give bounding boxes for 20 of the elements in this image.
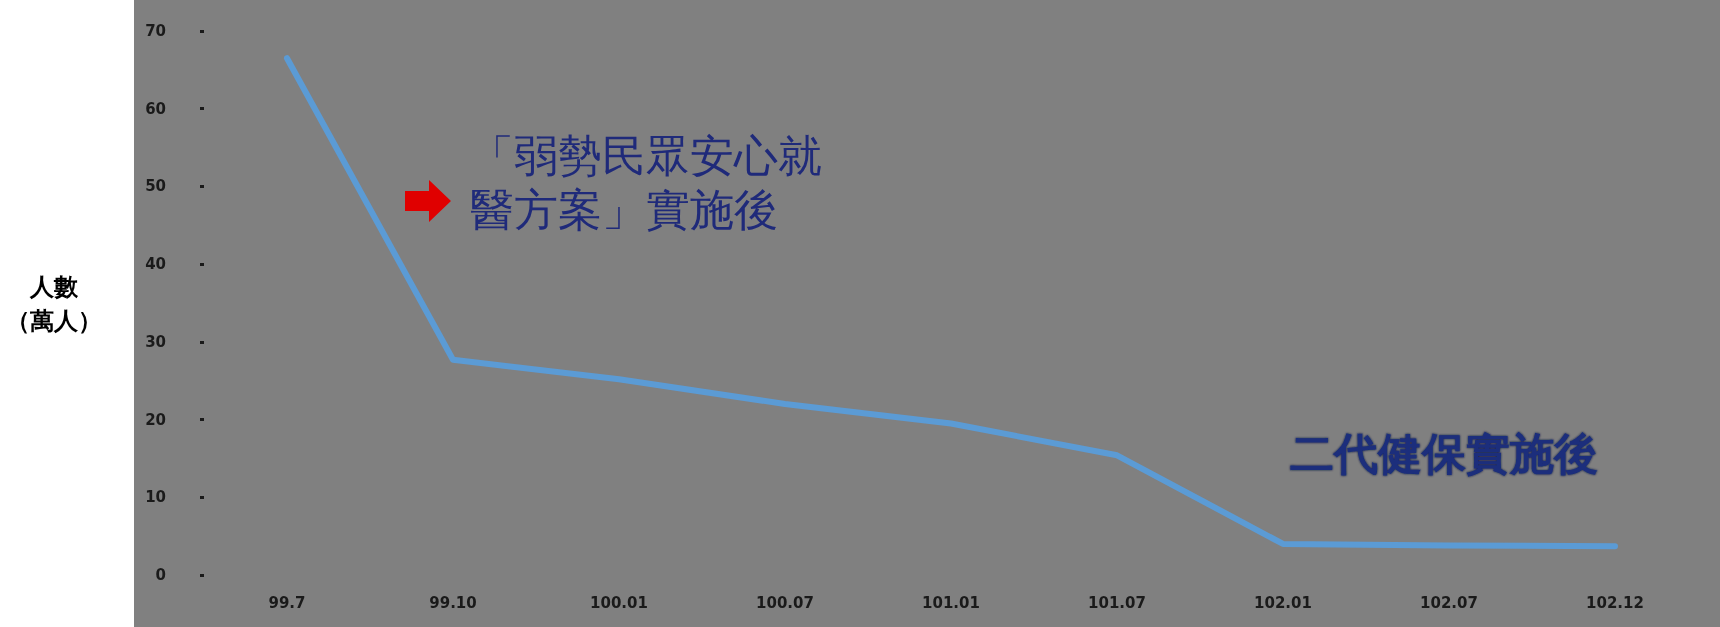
x-tick-label: 99.10 [429, 593, 477, 612]
x-tick-label: 101.01 [922, 593, 980, 612]
y-tick-label: 40 [145, 255, 166, 274]
y-tick-label: 70 [145, 22, 166, 40]
x-tick-label: 102.07 [1420, 593, 1478, 612]
y-tick-label: 50 [145, 177, 166, 196]
annotation: 「弱勢民眾安心就醫方案」實施後 [470, 129, 822, 235]
x-tick-label: 99.7 [268, 593, 306, 612]
y-tick-label: 60 [145, 99, 166, 118]
annotation: 二代健保實施後 [1290, 427, 1598, 479]
x-tick-label: 100.01 [590, 593, 648, 612]
x-tick-label: 102.01 [1254, 593, 1312, 612]
x-tick-label: 102.12 [1586, 593, 1644, 612]
y-tick-label: 10 [145, 488, 166, 507]
x-tick-label: 101.07 [1088, 593, 1146, 612]
y-tick-label: 30 [145, 332, 166, 351]
x-tick-label: 100.07 [756, 593, 814, 612]
y-axis-title: 人數（萬人） [6, 271, 102, 335]
y-tick-label: 0 [155, 566, 166, 584]
y-tick-label: 20 [145, 410, 166, 429]
